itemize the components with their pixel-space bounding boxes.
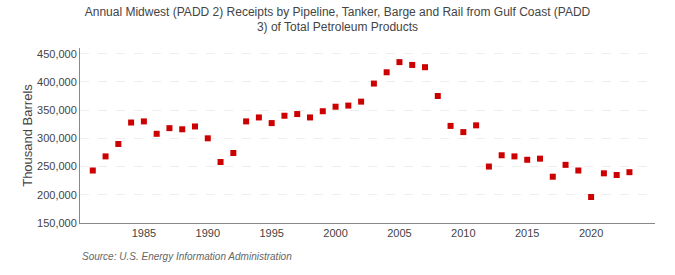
svg-text:1985: 1985 — [132, 227, 156, 239]
svg-text:Annual Midwest (PADD 2) Receip: Annual Midwest (PADD 2) Receipts by Pipe… — [85, 5, 591, 35]
svg-text:150,000: 150,000 — [37, 217, 77, 229]
svg-text:2005: 2005 — [387, 227, 411, 239]
svg-text:250,000: 250,000 — [37, 160, 77, 172]
svg-text:2010: 2010 — [451, 227, 475, 239]
svg-text:Source: U.S. Energy Informatio: Source: U.S. Energy Information Administ… — [82, 251, 292, 262]
svg-text:1995: 1995 — [259, 227, 283, 239]
svg-text:2015: 2015 — [515, 227, 539, 239]
svg-text:Thousand Barrels: Thousand Barrels — [20, 84, 35, 187]
svg-text:1990: 1990 — [196, 227, 220, 239]
svg-text:2020: 2020 — [579, 227, 603, 239]
svg-text:2000: 2000 — [323, 227, 347, 239]
svg-text:400,000: 400,000 — [37, 76, 77, 88]
svg-text:200,000: 200,000 — [37, 189, 77, 201]
svg-text:450,000: 450,000 — [37, 48, 77, 60]
svg-text:350,000: 350,000 — [37, 104, 77, 116]
svg-text:300,000: 300,000 — [37, 132, 77, 144]
